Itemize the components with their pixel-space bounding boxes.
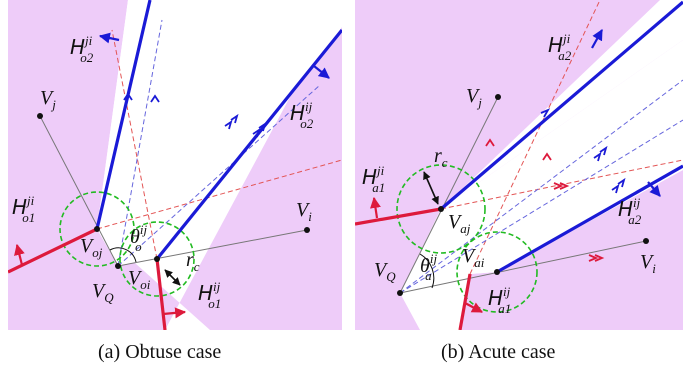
label-ho1-ij: Hij o1 (198, 279, 221, 311)
label-voi: Voi (128, 267, 151, 292)
chevron-blue-1 (123, 92, 133, 101)
rc-arrow (164, 269, 181, 286)
boundary-ho1-ij (155, 258, 167, 330)
collision-circle-j (59, 191, 135, 267)
chevron-blue-3 (611, 177, 626, 194)
dashed-blue-2 (399, 79, 683, 294)
normal-arrow-ho2-ji (98, 32, 120, 44)
dashed-blue-1 (399, 119, 683, 294)
panel-obtuse-labels: Hji o2 Hij o2 Hji o1 Hij o1 Vj Vi Voj Voi VQ… (12, 33, 314, 311)
rc-arrow (423, 171, 439, 205)
normal-arrow-ho1-ji (14, 243, 25, 266)
boundary-ha2-ji (439, 0, 683, 211)
normal-arrow-ho1-ij (162, 307, 187, 319)
label-rc: rc (434, 145, 448, 170)
boundary-ha2-ij (496, 164, 683, 274)
point-vaj (438, 206, 444, 212)
line-vq-vj (39, 115, 119, 267)
label-ha2-ij: Hij a2 (618, 195, 642, 227)
label-vj: Vj (40, 87, 56, 112)
normal-arrow-ha2-ij (647, 181, 661, 197)
label-vi: Vi (640, 251, 656, 276)
label-vi: Vi (296, 199, 312, 224)
caption-obtuse: (a) Obtuse case (98, 341, 222, 363)
point-vj (37, 113, 43, 119)
point-vq (115, 263, 121, 269)
label-vj: Vj (466, 85, 482, 110)
chevron-blue-2 (593, 145, 608, 162)
label-ho1-ji: Hji o1 (12, 193, 35, 225)
point-vi (643, 238, 649, 244)
label-vai: Vai (462, 245, 485, 270)
line-vq-vj (399, 96, 499, 294)
point-voi (154, 256, 160, 262)
chevron-red-4 (588, 254, 605, 262)
label-theta-o: θij o (130, 222, 147, 254)
point-vai (494, 269, 500, 275)
point-vi (304, 227, 310, 233)
panel-obtuse (8, 0, 342, 330)
normal-arrow-ha2-ji (591, 29, 603, 49)
dashed-blue-2 (117, 84, 321, 267)
dashed-blue-1 (117, 19, 163, 267)
chevron-red-1 (485, 138, 495, 147)
label-ha1-ij: Hij a1 (488, 284, 511, 316)
caption-acute: (b) Acute case (441, 341, 556, 363)
point-voj (94, 226, 100, 232)
normal-arrow-ha1-ij (464, 302, 483, 313)
theta-arc (419, 253, 435, 289)
figure: Hji o2 Hij o2 Hji o1 Hij o1 Vj Vi Voj Voi VQ… (8, 0, 683, 330)
collision-circle-i (456, 231, 538, 313)
label-ho2-ji: Hji o2 (70, 33, 94, 65)
chevron-blue-2 (150, 94, 160, 103)
label-theta-a: θij a (420, 251, 437, 283)
label-ha1-ji: Hji a1 (362, 163, 385, 195)
chevron-blue-4 (252, 121, 267, 138)
dashed-red-2 (469, 0, 601, 275)
normal-arrow-ha1-ji (370, 196, 381, 219)
line-vq-vi (399, 240, 647, 294)
boundary-ho2-ji (95, 0, 152, 230)
point-vj (495, 94, 501, 100)
label-ha2-ji: Hji a2 (548, 31, 572, 63)
label-vq: VQ (374, 259, 396, 284)
panel-acute (355, 0, 683, 330)
dashed-red-1 (96, 159, 342, 230)
white-region-inner (400, 40, 683, 293)
chevron-blue-3 (224, 113, 239, 130)
theta-arc (109, 247, 137, 263)
collision-circle-i (119, 221, 195, 297)
label-voj: Voj (80, 235, 103, 260)
chevron-blue-1 (540, 108, 551, 118)
label-vaj: Vaj (448, 211, 471, 236)
boundary-ha1-ij (458, 273, 472, 330)
label-ho2-ij: Hij o2 (290, 99, 314, 131)
normal-arrow-ho2-ij (313, 65, 330, 79)
boundary-ho1-ji (8, 227, 98, 274)
label-rc: rc (186, 249, 200, 274)
label-vq: VQ (92, 280, 114, 305)
line-vq-vi (117, 229, 308, 267)
chevron-red-2 (542, 152, 552, 161)
boundary-ha1-ji (355, 207, 442, 226)
collision-circle-j (396, 164, 486, 254)
white-region-wedge (97, 0, 342, 266)
dashed-red-2 (111, 29, 158, 260)
chevron-red-3 (553, 182, 570, 190)
panel-acute-labels: Hji a2 Hij a2 Hji a1 Hij a1 Vj Vi Vaj Vai VQ… (362, 31, 656, 316)
point-vq (397, 290, 403, 296)
boundary-ho2-ij (155, 28, 342, 261)
